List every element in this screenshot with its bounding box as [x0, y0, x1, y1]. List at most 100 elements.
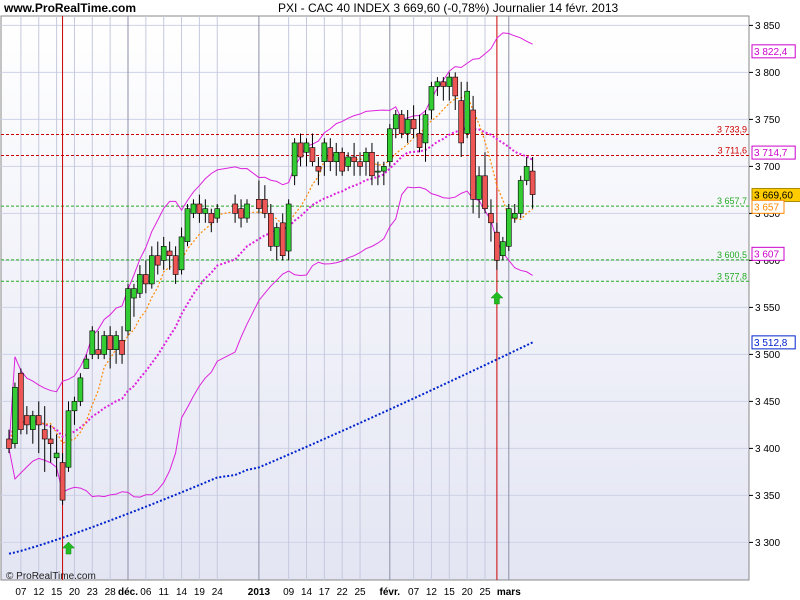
value-badge-label: 3 512,8 — [754, 338, 788, 349]
candle-body[interactable] — [143, 274, 149, 285]
candle-body[interactable] — [119, 339, 125, 355]
candle-body[interactable] — [428, 86, 435, 111]
candle-body[interactable] — [309, 147, 316, 163]
candle-body[interactable] — [321, 142, 328, 162]
candle-body[interactable] — [327, 147, 334, 163]
candle-body[interactable] — [202, 208, 209, 214]
candle-body[interactable] — [351, 156, 357, 162]
x-tick-label: 20 — [69, 587, 81, 598]
candle-body[interactable] — [107, 335, 113, 351]
candle-body[interactable] — [297, 142, 304, 158]
candle-body[interactable] — [131, 288, 137, 299]
candle-body[interactable] — [517, 180, 524, 214]
candle-body[interactable] — [285, 203, 292, 252]
candle-body[interactable] — [149, 255, 155, 285]
candle-body[interactable] — [89, 330, 96, 355]
candle-body[interactable] — [125, 288, 131, 332]
candle-body[interactable] — [166, 250, 173, 256]
candle-body[interactable] — [256, 199, 262, 210]
candle-body[interactable] — [404, 119, 411, 134]
candle-body[interactable] — [458, 100, 465, 144]
candle-body[interactable] — [154, 255, 161, 266]
bollinger-lower-band — [8, 186, 533, 498]
candle-body[interactable] — [440, 81, 447, 87]
candle-body[interactable] — [83, 358, 90, 369]
candle-body[interactable] — [392, 114, 399, 130]
candle-body[interactable] — [6, 438, 12, 449]
candle-body[interactable] — [35, 415, 42, 426]
candle-body[interactable] — [345, 156, 351, 167]
candle-body[interactable] — [494, 231, 500, 261]
candle-body[interactable] — [386, 128, 393, 163]
candle-body[interactable] — [41, 429, 48, 440]
candle-body[interactable] — [363, 152, 369, 163]
candle-body[interactable] — [357, 161, 363, 167]
candle-body[interactable] — [416, 133, 423, 148]
candle-body[interactable] — [488, 213, 494, 224]
candle-body[interactable] — [262, 199, 268, 214]
candle-body[interactable] — [47, 438, 54, 444]
candle-body[interactable] — [529, 170, 536, 195]
candle-body[interactable] — [339, 152, 346, 172]
candle-body[interactable] — [137, 274, 143, 294]
candle-body[interactable] — [232, 203, 238, 214]
candle-body[interactable] — [511, 213, 518, 219]
value-badge-label: 3 669,60 — [754, 190, 793, 201]
candle-body[interactable] — [279, 222, 286, 257]
candle-body[interactable] — [71, 401, 78, 412]
value-badge — [751, 199, 785, 214]
candle-body[interactable] — [238, 208, 244, 219]
candle-body[interactable] — [505, 208, 512, 247]
candle-body[interactable] — [315, 166, 322, 172]
candle-body[interactable] — [375, 170, 381, 173]
candle-body[interactable] — [476, 175, 482, 200]
candle-body[interactable] — [470, 109, 476, 200]
x-tick-label: 23 — [87, 587, 99, 598]
candle-body[interactable] — [452, 76, 459, 97]
candle-body[interactable] — [214, 208, 221, 219]
candle-body[interactable] — [53, 452, 60, 459]
candle-body[interactable] — [446, 76, 453, 87]
candle-body[interactable] — [77, 377, 84, 402]
candle-body[interactable] — [291, 142, 298, 177]
candle-body[interactable] — [303, 142, 310, 153]
value-badge — [751, 335, 796, 350]
candle-body[interactable] — [184, 208, 191, 242]
candle-body[interactable] — [500, 241, 506, 257]
candle-body[interactable] — [101, 335, 107, 355]
candle-body[interactable] — [273, 227, 280, 247]
x-tick-label: mars — [497, 587, 521, 598]
candle-body[interactable] — [29, 415, 36, 430]
candle-body[interactable] — [482, 175, 488, 210]
x-tick-label: 20 — [462, 587, 474, 598]
candle-body[interactable] — [160, 246, 167, 261]
candle-body[interactable] — [422, 114, 429, 144]
candle-body[interactable] — [196, 203, 203, 214]
candle-body[interactable] — [113, 335, 119, 351]
level-label: 3 733,9 — [717, 125, 747, 135]
candle-body[interactable] — [333, 152, 340, 163]
x-tick-label: 2013 — [248, 587, 271, 598]
y-tick-label: 3 300 — [755, 538, 780, 549]
candle-body[interactable] — [464, 90, 470, 134]
candle-body[interactable] — [381, 166, 387, 172]
candle-body[interactable] — [12, 386, 18, 444]
candle-body[interactable] — [178, 236, 185, 271]
candle-body[interactable] — [267, 213, 274, 247]
candle-body[interactable] — [434, 81, 441, 87]
candle-body[interactable] — [369, 152, 375, 177]
candle-body[interactable] — [410, 119, 417, 130]
candle-body[interactable] — [18, 372, 24, 430]
candle-body[interactable] — [172, 255, 179, 275]
candle-body[interactable] — [523, 166, 530, 181]
candle-body[interactable] — [59, 462, 66, 501]
candle-body[interactable] — [65, 410, 72, 468]
candle-body[interactable] — [190, 203, 197, 214]
x-tick-label: 12 — [33, 587, 45, 598]
candle-body[interactable] — [244, 203, 250, 219]
candle-body[interactable] — [24, 415, 30, 426]
candle-body[interactable] — [95, 349, 102, 355]
candle-body[interactable] — [398, 114, 405, 134]
candle-body[interactable] — [208, 213, 215, 224]
